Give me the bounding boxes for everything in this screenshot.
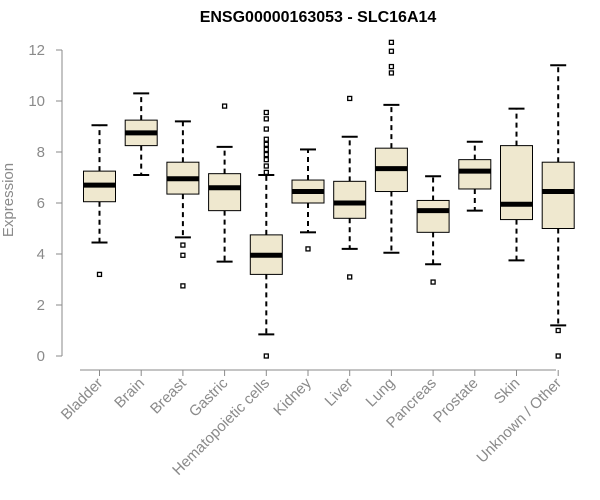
outlier-point — [263, 146, 269, 153]
box-group — [291, 148, 325, 252]
y-tick-label: 0 — [37, 348, 45, 365]
outlier-point — [221, 103, 228, 109]
outlier-point — [263, 136, 269, 142]
boxplot-series — [83, 39, 575, 359]
outlier-point — [263, 169, 269, 176]
box-iqr — [500, 145, 533, 221]
box-group — [416, 175, 450, 285]
x-category-label: Lung — [363, 375, 399, 411]
y-tick-label: 4 — [37, 246, 45, 263]
box-group — [374, 39, 408, 254]
box-iqr — [458, 159, 492, 190]
box-group — [458, 140, 492, 212]
outlier-point — [430, 279, 436, 285]
y-tick-label: 2 — [37, 297, 45, 314]
outlier-point — [388, 39, 395, 45]
box-iqr — [333, 180, 367, 219]
x-category-label: Brain — [111, 375, 148, 412]
x-category-label: Skin — [491, 375, 524, 408]
outlier-point — [263, 151, 269, 158]
box-iqr — [208, 173, 242, 212]
y-tick-label: 10 — [28, 93, 45, 110]
box-group — [249, 109, 283, 359]
x-category-label: Liver — [322, 375, 357, 410]
box-iqr — [416, 199, 450, 233]
outlier-point — [180, 252, 186, 258]
outlier-point — [263, 353, 269, 359]
box-group — [83, 124, 116, 278]
outlier-point — [305, 246, 311, 252]
outlier-point — [388, 48, 395, 54]
outlier-point — [347, 95, 353, 102]
box-group — [208, 103, 242, 263]
box-group — [124, 92, 158, 176]
outlier-point — [263, 141, 269, 148]
outlier-point — [347, 274, 353, 280]
outlier-point — [96, 271, 103, 278]
outlier-point — [388, 70, 395, 76]
outlier-point — [263, 116, 269, 122]
x-category-label: Prostate — [430, 375, 482, 427]
box-group — [541, 64, 575, 359]
y-tick-label: 8 — [37, 144, 45, 161]
outlier-point — [263, 126, 269, 132]
outlier-point — [388, 63, 395, 70]
y-tick-label: 6 — [37, 195, 45, 212]
box-group — [333, 95, 367, 280]
chart-title: ENSG00000163053 - SLC16A14 — [200, 9, 437, 26]
outlier-point — [555, 353, 561, 359]
x-category-label: Kidney — [270, 374, 315, 419]
y-axis-label: Expression — [0, 163, 17, 237]
outlier-point — [180, 283, 186, 289]
outlier-point — [180, 242, 186, 248]
y-tick-label: 12 — [28, 42, 45, 59]
outlier-point — [263, 163, 269, 169]
box-group — [500, 107, 533, 262]
box-group — [166, 120, 200, 289]
outlier-point — [555, 327, 561, 334]
outlier-point — [263, 156, 269, 163]
outlier-point — [263, 109, 269, 116]
x-category-label: Bladder — [58, 375, 107, 424]
y-axis-ticks: 0 2 4 6 8 10 12 — [28, 42, 62, 365]
box-iqr — [541, 161, 575, 229]
x-category-label: Breast — [147, 374, 190, 417]
